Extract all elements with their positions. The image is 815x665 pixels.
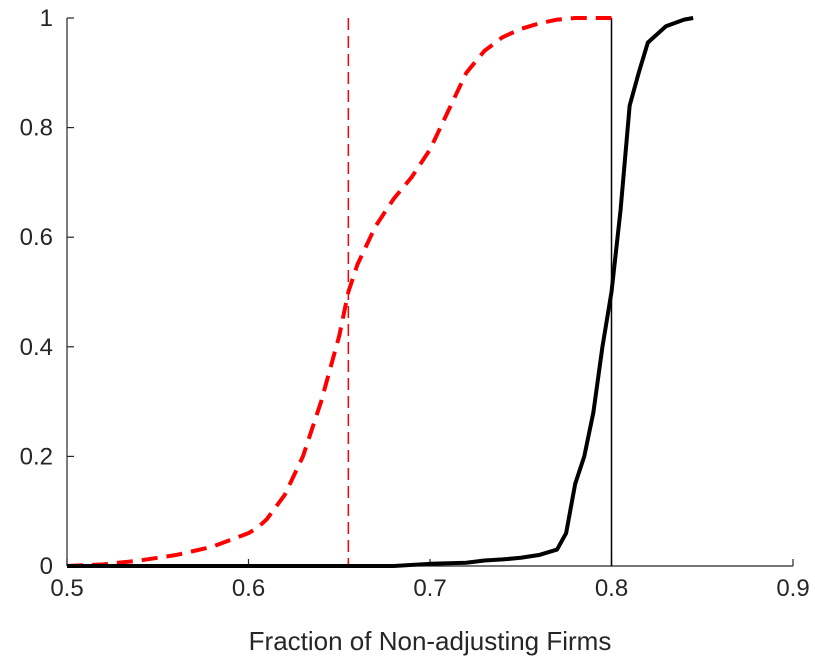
reference-lines	[347, 18, 613, 566]
black-solid-series-line	[67, 16, 694, 568]
x-tick-label: 0.8	[595, 575, 628, 602]
red-dashed-series-line	[66, 16, 612, 568]
x-tick-label: 0.6	[232, 575, 265, 602]
x-axis-title: Fraction of Non-adjusting Firms	[249, 626, 612, 656]
tick-labels: 0.5 0.6 0.7 0.8 0.9 0 0.2 0.4 0.6 0.8 1	[20, 5, 810, 602]
x-tick-label: 0.9	[776, 575, 809, 602]
y-tick-label: 0.2	[20, 443, 53, 470]
y-tick-label: 0	[40, 553, 53, 580]
series-lines	[66, 16, 694, 568]
axes	[66, 17, 794, 567]
y-tick-label: 1	[40, 5, 53, 32]
x-tick-label: 0.5	[50, 575, 83, 602]
y-tick-label: 0.8	[20, 115, 53, 142]
y-tick-label: 0.4	[20, 334, 53, 361]
y-tick-label: 0.6	[20, 224, 53, 251]
x-tick-label: 0.7	[413, 575, 446, 602]
